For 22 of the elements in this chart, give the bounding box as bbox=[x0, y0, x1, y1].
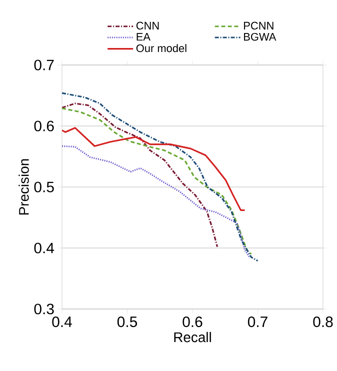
x-tick-label: 0.7 bbox=[248, 316, 268, 328]
x-tick-label: 0.5 bbox=[117, 316, 138, 328]
line-series bbox=[62, 92, 259, 262]
legend-label: PCNN bbox=[244, 22, 274, 30]
legend-label: EA bbox=[136, 32, 150, 41]
line-series bbox=[62, 102, 218, 248]
y-axis-title: Precision bbox=[18, 159, 29, 215]
y-tick-label: 0.6 bbox=[34, 120, 54, 132]
y-tick-label: 0.7 bbox=[34, 60, 54, 70]
y-tick-label: 0.5 bbox=[34, 182, 54, 192]
y-tick-label: 0.3 bbox=[34, 304, 54, 314]
x-tick-label: 0.4 bbox=[52, 316, 72, 328]
line-series bbox=[62, 145, 251, 259]
line-series bbox=[62, 108, 252, 255]
legend-label: Our model bbox=[136, 44, 186, 52]
x-tick-label: 0.8 bbox=[313, 316, 333, 328]
x-axis-title: Recall bbox=[174, 332, 211, 342]
legend-label: CNN bbox=[136, 22, 159, 30]
y-tick-label: 0.4 bbox=[34, 242, 54, 254]
x-tick-label: 0.6 bbox=[182, 316, 202, 328]
line-series bbox=[62, 127, 246, 211]
legend-label: BGWA bbox=[244, 32, 276, 41]
